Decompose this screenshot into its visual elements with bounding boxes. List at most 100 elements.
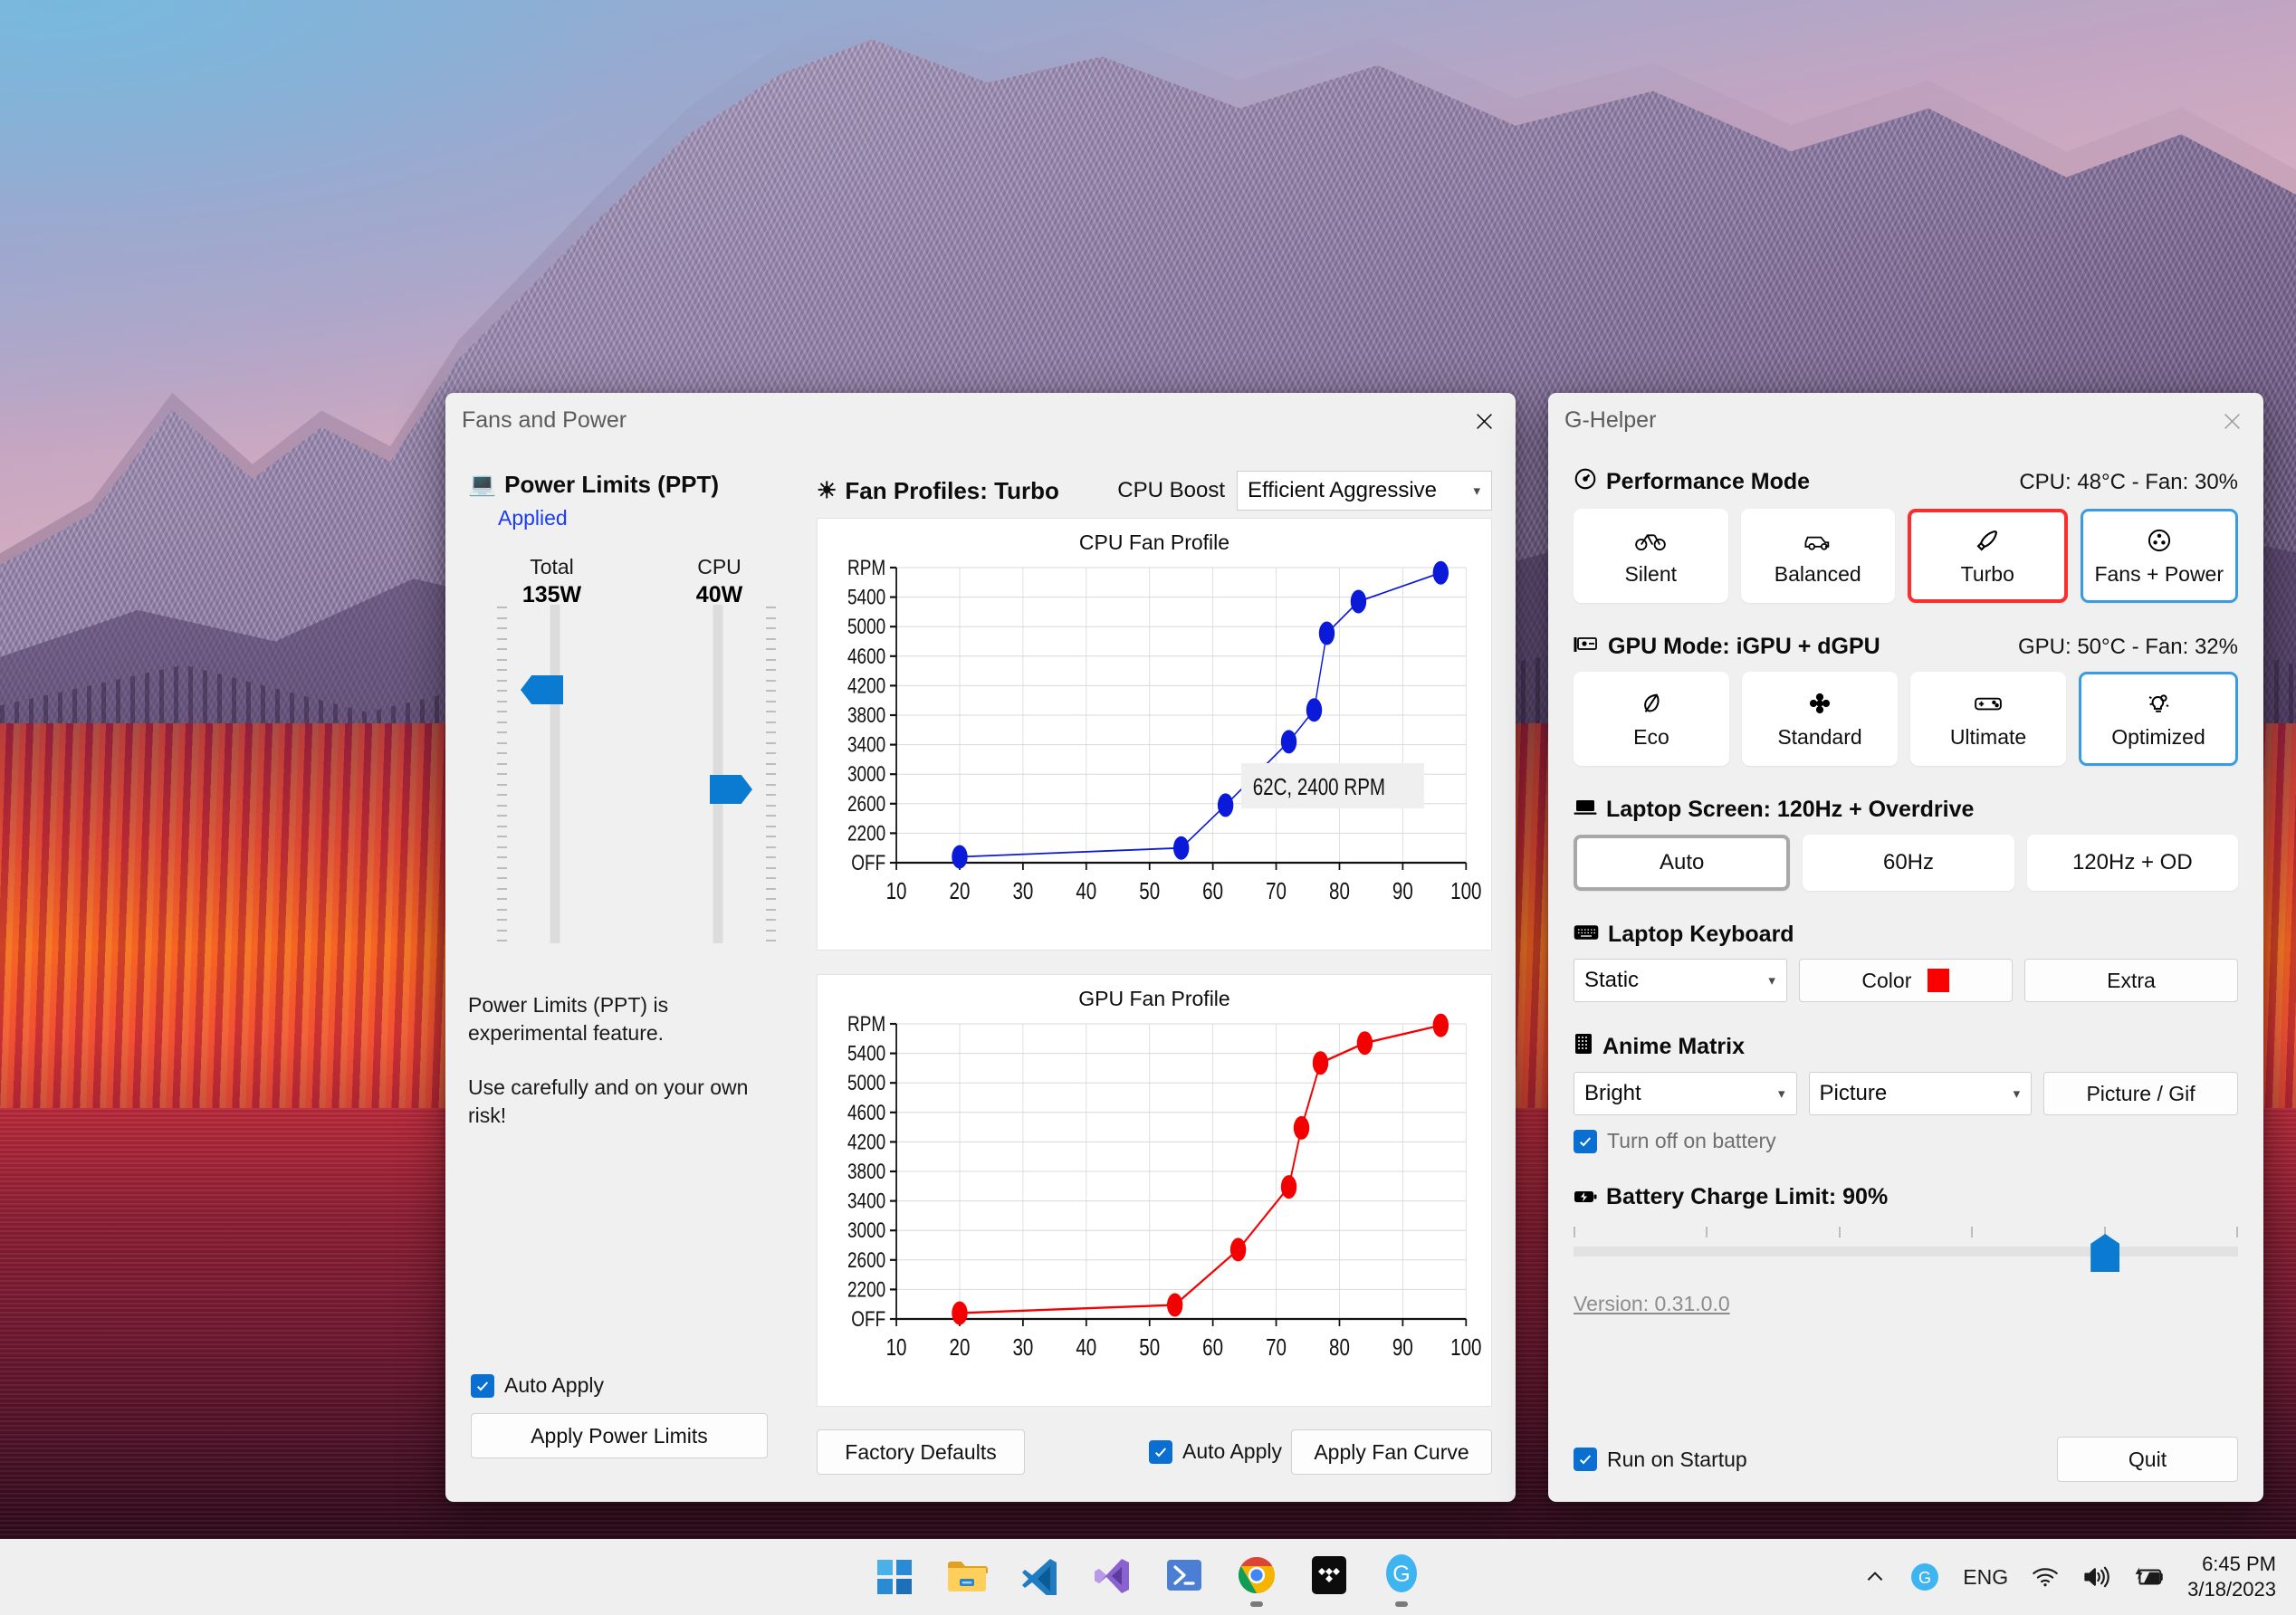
taskbar-item-google-chrome[interactable] [1224, 1544, 1289, 1610]
perf-tile-fans-power[interactable]: Fans + Power [2080, 509, 2238, 603]
close-icon[interactable] [2200, 393, 2263, 449]
gpu-mode-header: GPU Mode: iGPU + dGPU GPU: 50°C - Fan: 3… [1574, 634, 2238, 660]
keyboard-extra-button[interactable]: Extra [2023, 959, 2238, 1002]
show-hidden-icons-chevron-up-icon[interactable] [1863, 1565, 1887, 1589]
svg-text:10: 10 [886, 1334, 907, 1361]
performance-mode-heading-text: Performance Mode [1606, 469, 1811, 494]
close-icon[interactable] [1452, 393, 1516, 449]
anime-brightness-select[interactable]: Bright ▾ [1574, 1072, 1797, 1115]
gpu-tile-ultimate[interactable]: Ultimate [1910, 672, 2066, 766]
chrome-icon [1237, 1555, 1277, 1600]
gpu-tile-eco[interactable]: Eco [1574, 672, 1729, 766]
svg-text:5400: 5400 [847, 1040, 885, 1066]
total-power-slider[interactable] [497, 597, 609, 951]
language-indicator[interactable]: ENG [1963, 1564, 2009, 1589]
folder-icon [946, 1557, 988, 1598]
svg-text:90: 90 [1392, 878, 1413, 904]
cpu-temp-fan-status: CPU: 48°C - Fan: 30% [2019, 469, 2238, 494]
keyboard-color-swatch[interactable] [1928, 969, 1950, 992]
taskbar-item-tidal[interactable] [1296, 1544, 1362, 1610]
auto-apply-power-checkbox[interactable]: Auto Apply [471, 1373, 604, 1398]
power-limit-sliders [468, 597, 803, 951]
anime-matrix-controls: Bright ▾ Picture ▾ Picture / Gif [1574, 1072, 2238, 1115]
bicycle-icon [1635, 525, 1667, 556]
svg-text:10: 10 [886, 878, 907, 904]
gpu-fan-chart-plot[interactable]: OFF 2200 2600 3000 3400 3800 4200 4600 5000 5400 R… [818, 1011, 1491, 1390]
turn-off-on-battery-checkbox[interactable]: Turn off on battery [1574, 1129, 2238, 1153]
taskbar-item-vs-code[interactable] [1007, 1544, 1072, 1610]
perf-tile-silent[interactable]: Silent [1574, 509, 1728, 603]
run-on-startup-label: Run on Startup [1607, 1447, 1747, 1471]
fan-profiles-header-row: ☀ Fan Profiles: Turbo CPU Boost Efficien… [817, 471, 1492, 511]
apply-power-limits-button[interactable]: Apply Power Limits [471, 1413, 768, 1458]
version-link[interactable]: Version: 0.31.0.0 [1574, 1292, 1730, 1315]
battery-slider-track[interactable] [1574, 1247, 2238, 1257]
total-power-slider-thumb[interactable] [521, 675, 563, 704]
svg-text:3800: 3800 [847, 702, 885, 728]
svg-text:3000: 3000 [847, 1218, 885, 1243]
tray-g-helper-icon[interactable]: G [1910, 1562, 1939, 1591]
taskbar-item-g-helper[interactable]: G [1369, 1544, 1434, 1610]
gpu-tile-optimized[interactable]: Optimized [2079, 672, 2238, 766]
chart-tooltip: 62C, 2400 RPM [1241, 762, 1424, 808]
battery-charge-limit-slider[interactable] [1574, 1227, 2238, 1272]
leaf-icon [1640, 688, 1663, 719]
start-button[interactable] [862, 1544, 927, 1610]
gpu-tile-standard-label: Standard [1777, 725, 1862, 749]
keyboard-color-label: Color [1861, 968, 1912, 992]
windows-taskbar: G G ENG 6:45 PM 3/18/2023 [0, 1539, 2296, 1615]
factory-defaults-button[interactable]: Factory Defaults [817, 1429, 1025, 1475]
screen-option-120hz-od[interactable]: 120Hz + OD [2026, 835, 2238, 891]
cpu-power-slider-thumb[interactable] [710, 775, 752, 804]
apply-fan-curve-button[interactable]: Apply Fan Curve [1291, 1429, 1492, 1475]
perf-tile-balanced[interactable]: Balanced [1740, 509, 1895, 603]
cpu-boost-select[interactable]: Efficient Aggressive ▾ [1237, 471, 1492, 511]
wifi-icon[interactable] [2032, 1565, 2059, 1589]
svg-text:G: G [1392, 1562, 1410, 1587]
svg-text:2600: 2600 [847, 1247, 885, 1273]
cpu-fan-chart-title: CPU Fan Profile [1078, 530, 1230, 554]
gpu-fan-profile-chart[interactable]: GPU Fan Profile OFF 2200 2600 3000 3400 3800 4… [817, 974, 1492, 1407]
taskbar-item-powershell[interactable] [1152, 1544, 1217, 1610]
power-limits-note-line-2: Use carefully and on your own risk! [468, 1075, 749, 1127]
volume-icon[interactable] [2082, 1565, 2109, 1589]
battery-charging-icon[interactable] [2133, 1566, 2164, 1588]
laptop-screen-icon [1574, 797, 1597, 823]
screen-option-auto[interactable]: Auto [1574, 835, 1791, 891]
taskbar-clock[interactable]: 6:45 PM 3/18/2023 [2187, 1552, 2276, 1602]
anime-content-select[interactable]: Picture ▾ [1808, 1072, 2033, 1115]
tidal-icon [1311, 1555, 1347, 1600]
svg-text:40: 40 [1076, 878, 1096, 904]
laptop-keyboard-heading-text: Laptop Keyboard [1608, 922, 1794, 947]
total-power-slider-track[interactable] [550, 605, 560, 943]
g-helper-body: Performance Mode CPU: 48°C - Fan: 30% Si… [1548, 453, 2263, 1502]
perf-tile-turbo-label: Turbo [1960, 562, 2014, 586]
keyboard-mode-select[interactable]: Static ▾ [1574, 959, 1787, 1002]
perf-tile-turbo[interactable]: Turbo [1908, 509, 2068, 603]
gauge-icon [1574, 467, 1597, 497]
laptop-screen-title: Laptop Screen: 120Hz + Overdrive [1574, 797, 2238, 823]
quit-button[interactable]: Quit [2057, 1437, 2238, 1482]
anime-picture-gif-button[interactable]: Picture / Gif [2043, 1072, 2238, 1115]
taskbar-item-file-explorer[interactable] [934, 1544, 1000, 1610]
svg-text:80: 80 [1329, 1334, 1350, 1361]
taskbar-item-visual-studio[interactable] [1079, 1544, 1144, 1610]
screen-option-60hz[interactable]: 60Hz [1803, 835, 2014, 891]
system-tray: G ENG 6:45 PM 3/18/2023 [1863, 1552, 2276, 1602]
car-icon [1803, 525, 1833, 556]
gpu-card-icon [1574, 634, 1599, 660]
svg-text:5000: 5000 [847, 614, 885, 639]
cpu-fan-chart-plot[interactable]: OFF 2200 2600 3000 3400 3800 4200 4600 5000 5400 R… [818, 555, 1491, 933]
gpu-tile-standard[interactable]: Standard [1742, 672, 1898, 766]
perf-tile-balanced-label: Balanced [1774, 562, 1861, 586]
auto-apply-fan-checkbox[interactable]: Auto Apply [1149, 1439, 1282, 1464]
cpu-fan-profile-chart[interactable]: CPU Fan Profile OFF 2200 2600 3000 3400 3800 4… [817, 518, 1492, 951]
anime-content-value: Picture [1819, 1081, 1888, 1105]
g-helper-titlebar: G-Helper [1548, 393, 2263, 453]
cpu-power-slider[interactable] [664, 597, 776, 951]
run-on-startup-checkbox[interactable]: Run on Startup [1574, 1448, 1747, 1472]
keyboard-color-button[interactable]: Color [1798, 959, 2013, 1002]
total-power-slider-ticks [497, 607, 507, 941]
cpu-power-slider-track[interactable] [713, 605, 723, 943]
battery-slider-thumb[interactable] [2090, 1234, 2120, 1272]
